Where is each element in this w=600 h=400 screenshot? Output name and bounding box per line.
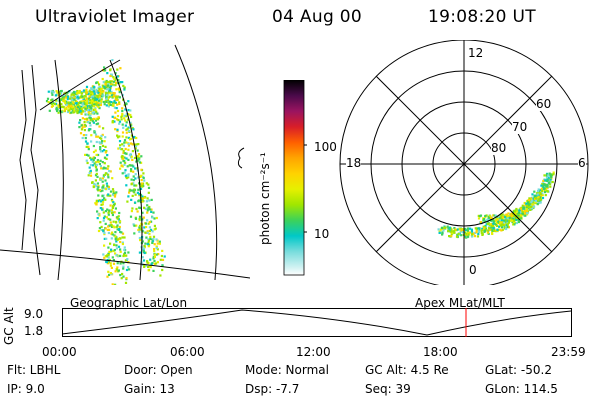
mlt-label-12: 12 (468, 46, 484, 60)
observation-time: 19:08:20 UT (428, 7, 536, 27)
lat-label-70: 70 (512, 120, 528, 134)
info-filter: Flt: LBHL (7, 363, 61, 377)
time-tick-0000: 00:00 (42, 345, 77, 359)
info-dsp: Dsp: -7.7 (245, 382, 300, 396)
colorbar-tick-100: 100 (314, 140, 337, 154)
info-door: Door: Open (124, 363, 193, 377)
mlt-label-18: 18 (346, 156, 362, 170)
timeline-left-caption: Geographic Lat/Lon (70, 296, 188, 310)
info-ip: IP: 9.0 (7, 382, 45, 396)
time-tick-1800: 18:00 (423, 345, 458, 359)
info-glat: GLat: -50.2 (485, 363, 552, 377)
altitude-timeline (62, 308, 572, 337)
lat-label-60: 60 (536, 97, 552, 111)
colorbar-tick-10: 10 (314, 227, 330, 241)
polar-plot (339, 40, 589, 285)
mlt-label-0: 0 (469, 263, 477, 277)
info-mode: Mode: Normal (245, 363, 329, 377)
info-glon: GLon: 114.5 (485, 382, 558, 396)
colorbar (283, 80, 307, 276)
lat-label-80: 80 (491, 141, 507, 155)
info-gain: Gain: 13 (124, 382, 175, 396)
observation-date: 04 Aug 00 (272, 7, 362, 27)
info-gc-alt: GC Alt: 4.5 Re (365, 363, 449, 377)
info-seq: Seq: 39 (365, 382, 411, 396)
instrument-title: Ultraviolet Imager (35, 7, 195, 27)
time-tick-0600: 06:00 (170, 345, 205, 359)
colorbar-label: photon cm⁻²s⁻¹ (258, 152, 272, 245)
timeline-ylabel: GC Alt (2, 307, 16, 345)
time-tick-2359: 23:59 (551, 345, 586, 359)
timeline-ytick-1.8: 1.8 (24, 324, 44, 338)
timeline-right-caption: Apex MLat/MLT (415, 296, 505, 310)
time-tick-1200: 12:00 (296, 345, 331, 359)
mlt-label-6: 6 (578, 156, 586, 170)
geographic-image (0, 44, 250, 285)
timeline-ytick-9: 9.0 (24, 307, 44, 321)
